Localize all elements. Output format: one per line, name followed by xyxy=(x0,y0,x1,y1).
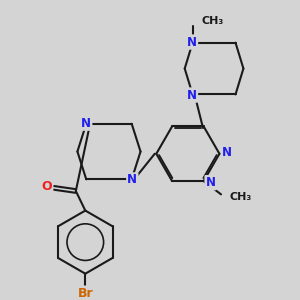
Text: N: N xyxy=(187,35,197,49)
Text: N: N xyxy=(222,146,232,159)
Text: N: N xyxy=(127,173,137,187)
Text: CH₃: CH₃ xyxy=(201,16,224,26)
Text: O: O xyxy=(41,180,52,193)
Text: N: N xyxy=(81,117,91,130)
Text: N: N xyxy=(206,176,216,189)
Text: N: N xyxy=(187,88,197,102)
Text: CH₃: CH₃ xyxy=(230,192,252,202)
Text: Br: Br xyxy=(77,287,93,300)
